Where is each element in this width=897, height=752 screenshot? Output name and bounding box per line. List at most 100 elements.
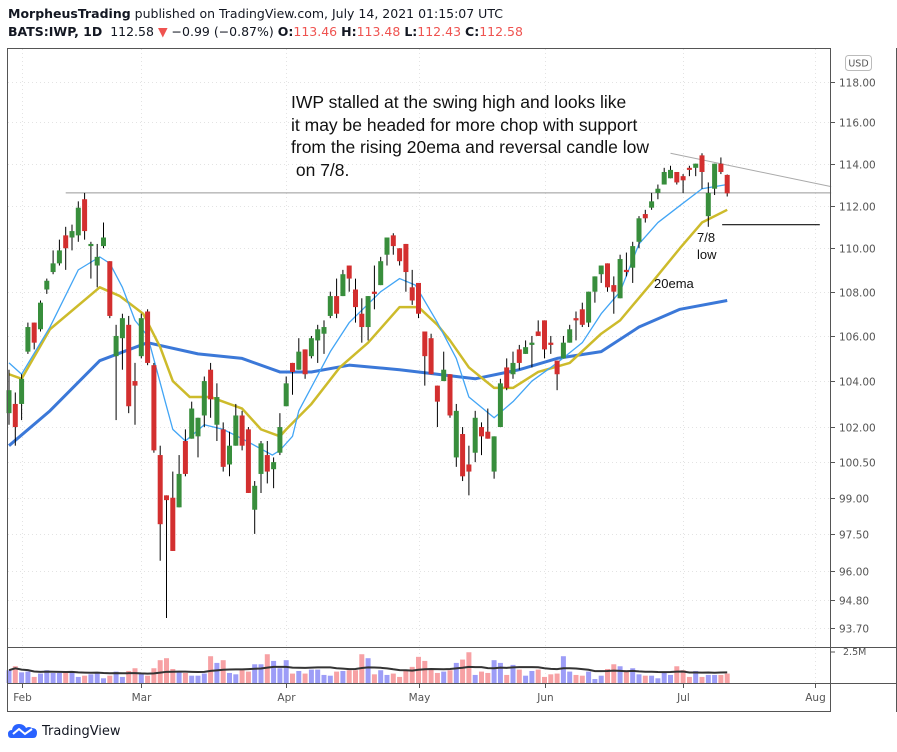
close-value: 112.58 (479, 24, 523, 39)
candle-body (491, 436, 497, 472)
time-tick-label: Jun (536, 692, 553, 704)
candle (227, 431, 232, 477)
volume-bar (101, 678, 106, 683)
candle (277, 413, 283, 456)
volume-bar (233, 674, 239, 683)
volume-bar (649, 675, 655, 683)
candle (233, 403, 239, 446)
candle (113, 324, 119, 421)
volume-bar (586, 671, 592, 683)
symbol-legend: BATS:IWP, 1D 112.58 ▼ −0.99 (−0.87%) O:1… (8, 24, 523, 39)
volume-bar (56, 672, 62, 683)
author-name[interactable]: MorpheusTrading (8, 6, 131, 21)
candle (605, 263, 610, 292)
volume-bar (75, 676, 81, 683)
volume-bar (560, 656, 566, 683)
volume-bar (245, 671, 251, 683)
volume-bar (579, 675, 585, 683)
volume-bar (428, 668, 434, 683)
candle-body (6, 390, 12, 414)
candle (151, 362, 157, 453)
volume-bar (447, 670, 453, 683)
price-axis[interactable]: 118.00 116.00 114.00 112.00 110.00 108.00 106.… (830, 78, 876, 636)
volume-bar (655, 678, 661, 683)
candle-body (245, 429, 251, 493)
volume-bar (441, 671, 447, 683)
candle (157, 445, 163, 561)
volume-bar (642, 675, 648, 683)
candle-body (201, 381, 207, 416)
volume-bar (548, 674, 554, 683)
candle (50, 250, 56, 275)
candle-body (655, 188, 661, 193)
candle-body (567, 329, 573, 343)
candle (290, 362, 295, 395)
candle-body (598, 265, 604, 275)
volume-bar (693, 670, 699, 683)
candle (441, 351, 447, 382)
volume-bar (529, 670, 535, 683)
candle-body (258, 443, 264, 474)
volume-bar (182, 672, 188, 683)
candle (195, 417, 201, 458)
price-tick-label: 100.50 (839, 458, 876, 470)
volume-bar (598, 675, 604, 683)
volume-bar (31, 676, 37, 683)
candle (649, 192, 655, 210)
volume-bar (283, 660, 289, 683)
candle-body (365, 296, 371, 328)
candle-body (113, 335, 119, 357)
candle-body (371, 291, 377, 294)
candle (63, 226, 69, 270)
candle-body (630, 246, 636, 268)
volume-bar (384, 674, 390, 683)
volume-bar (195, 675, 201, 683)
candle-body (510, 362, 516, 375)
candle-body (82, 199, 88, 232)
candle (138, 313, 144, 359)
candle-body (686, 167, 692, 170)
candle-body (617, 259, 623, 299)
candle-body (271, 462, 277, 470)
volume-bar (712, 674, 718, 683)
candle-body (182, 441, 188, 474)
candle (636, 216, 642, 249)
time-tick-label: May (409, 692, 431, 704)
grid (8, 49, 830, 683)
volume-bar (220, 660, 226, 683)
candle-body (176, 473, 182, 508)
volume-bar (567, 671, 573, 683)
candle (504, 358, 510, 391)
candle (712, 163, 718, 196)
candle (466, 445, 472, 496)
candle-body (378, 261, 384, 286)
tradingview-logo[interactable]: TradingView (8, 722, 121, 740)
candle (88, 241, 94, 279)
candle (592, 276, 598, 303)
high-label: H: (341, 24, 357, 39)
candle (327, 291, 333, 319)
candle (119, 313, 125, 370)
candle (176, 455, 182, 508)
volume-bar (705, 674, 711, 683)
volume-bar (346, 670, 352, 683)
note-line-3: from the rising 20ema and reversal candl… (291, 137, 649, 157)
volume-bar (516, 669, 522, 683)
currency-label: USD (848, 59, 868, 70)
volume-bar (264, 654, 270, 683)
candle (371, 265, 377, 310)
candle-body (353, 289, 358, 308)
candle (69, 224, 75, 251)
volume-bar (189, 675, 195, 683)
candle (409, 269, 415, 305)
volume-bar (340, 670, 346, 683)
time-axis[interactable]: Feb Mar Apr May Jun Jul Aug (13, 683, 826, 704)
descending-trendline (670, 152, 832, 188)
price-tick-label: 102.00 (839, 423, 876, 435)
candle (126, 315, 132, 414)
candle (353, 278, 358, 323)
triangle-down-icon: ▼ (157, 24, 168, 39)
candle-body (44, 280, 50, 290)
candle (422, 331, 428, 386)
